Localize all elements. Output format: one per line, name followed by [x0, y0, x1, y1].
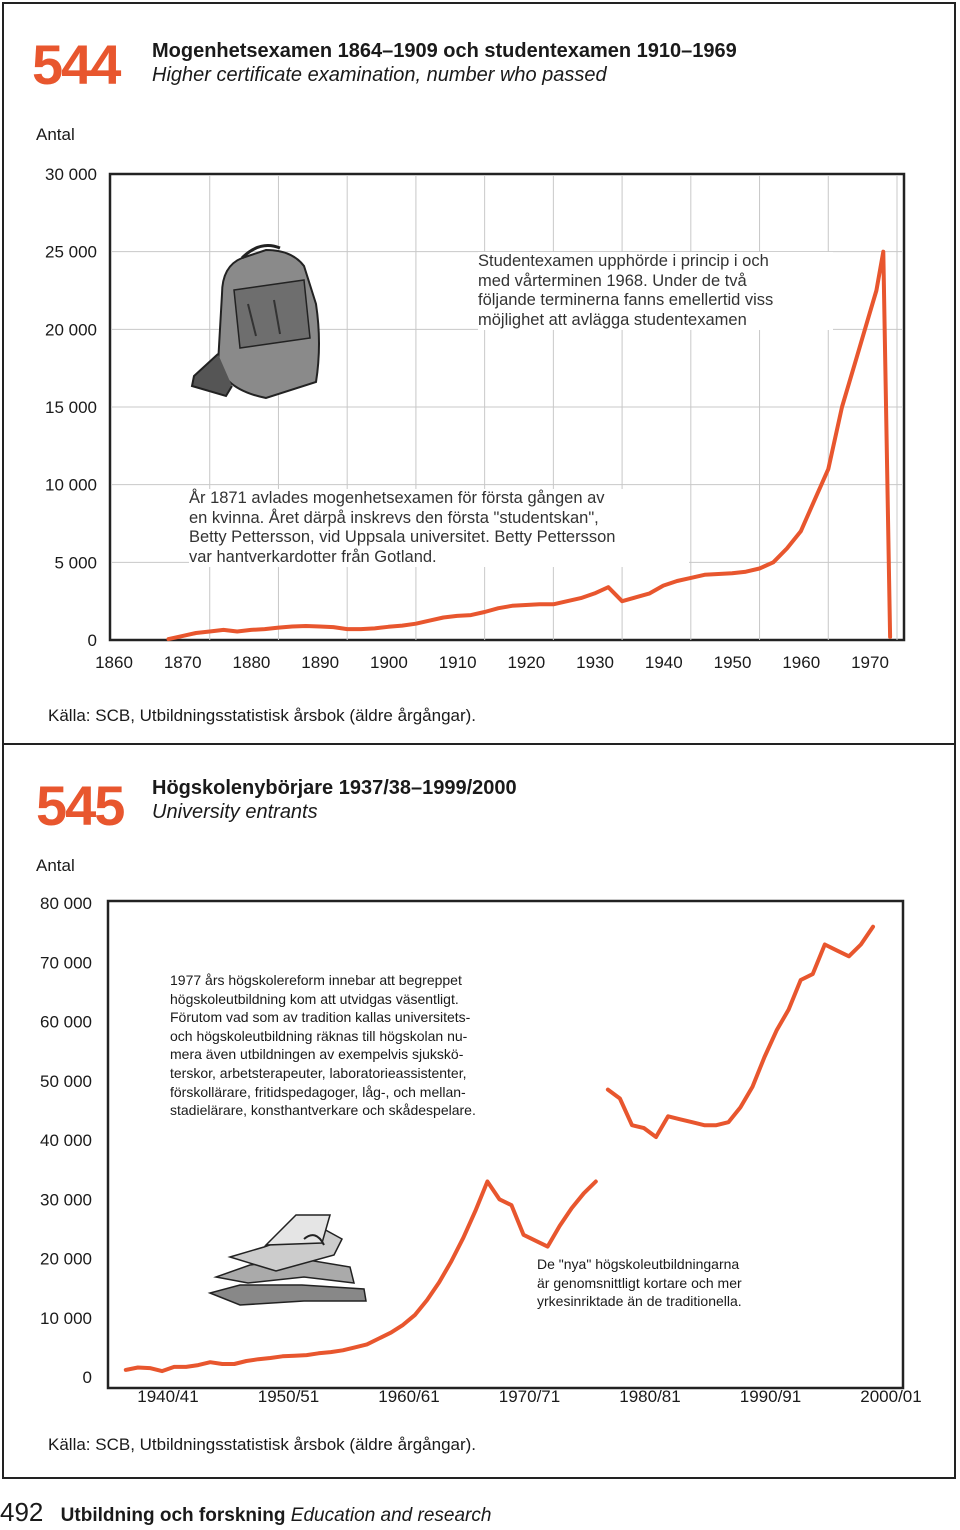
chart-title: Högskolenybörjare 1937/38–1999/2000 — [152, 777, 517, 799]
annotation-new-programmes: De "nya" högskoleutbildningarna är genom… — [537, 1255, 782, 1311]
y-tick-label: 20 000 — [45, 320, 97, 339]
series-line-1977-1999 — [605, 924, 875, 1139]
x-tick-label: 1860 — [95, 653, 133, 672]
y-tick-label: 15 000 — [45, 398, 97, 417]
page-number: 492 — [0, 1497, 44, 1527]
x-tick-label: 1960/61 — [378, 1387, 439, 1406]
y-tick-label: 0 — [88, 631, 97, 650]
section-title-en: Education and research — [290, 1505, 492, 1526]
y-tick-label: 30 000 — [45, 165, 97, 184]
x-ticks: 1940/41 1950/51 1960/61 1970/71 1980/81 1990/… — [137, 1387, 921, 1406]
y-tick-label: 25 000 — [45, 243, 97, 262]
x-tick-label: 1880 — [233, 653, 271, 672]
x-tick-label: 1950/51 — [258, 1387, 319, 1406]
page-footer: 492 Utbildning och forskning Education a… — [0, 1497, 491, 1528]
backpack-illustration — [190, 244, 320, 400]
y-tick-label: 40 000 — [40, 1131, 92, 1150]
chart-panel-544: 544 Mogenhetsexamen 1864–1909 och studen… — [2, 2, 956, 745]
y-tick-label: 0 — [83, 1368, 92, 1387]
y-ticks: 30 000 25 000 20 000 15 000 10 000 5 000 0 — [45, 165, 97, 650]
source-note: Källa: SCB, Utbildningsstatistisk årsbok… — [48, 706, 477, 725]
y-tick-label: 60 000 — [40, 1013, 92, 1032]
x-tick-label: 1980/81 — [619, 1387, 680, 1406]
x-tick-label: 1910 — [439, 653, 477, 672]
y-tick-label: 80 000 — [40, 894, 92, 913]
x-tick-label: 1920 — [507, 653, 545, 672]
x-tick-label: 1890 — [301, 653, 339, 672]
x-tick-label: 1970/71 — [499, 1387, 560, 1406]
books-illustration — [207, 1214, 367, 1306]
x-tick-label: 1900 — [370, 653, 408, 672]
x-tick-label: 1990/91 — [740, 1387, 801, 1406]
y-tick-label: 30 000 — [40, 1190, 92, 1209]
series-line — [166, 249, 893, 642]
line-chart-544: 30 000 25 000 20 000 15 000 10 000 5 000 0 186… — [45, 165, 906, 672]
annotation-studentexamen: Studentexamen upphörde i princip i och m… — [478, 252, 833, 330]
annotation-reform-1977: 1977 års högskolereform innebar att begr… — [170, 971, 538, 1120]
table-number: 545 — [36, 774, 125, 837]
y-tick-label: 70 000 — [40, 953, 92, 972]
x-tick-label: 1940/41 — [137, 1387, 198, 1406]
chart-subtitle: University entrants — [152, 801, 318, 823]
y-axis-label: Antal — [36, 125, 75, 144]
x-tick-label: 1950 — [714, 653, 752, 672]
y-tick-label: 10 000 — [40, 1309, 92, 1328]
chart-title: Mogenhetsexamen 1864–1909 och studentexa… — [152, 40, 737, 62]
chart-panel-545: 545 Högskolenybörjare 1937/38–1999/2000 … — [2, 743, 956, 1479]
x-tick-label: 1870 — [164, 653, 202, 672]
y-tick-label: 5 000 — [54, 553, 97, 572]
section-title-sv: Utbildning och forskning — [60, 1505, 286, 1526]
source-note: Källa: SCB, Utbildningsstatistisk årsbok… — [48, 1435, 477, 1454]
x-tick-label: 1940 — [645, 653, 683, 672]
y-tick-label: 10 000 — [45, 476, 97, 495]
x-ticks: 1860 1870 1880 1890 1900 1910 1920 1930 1940 1950… — [95, 653, 889, 672]
x-tick-label: 1930 — [576, 653, 614, 672]
y-ticks: 80 000 70 000 60 000 50 000 40 000 30 000 20 0… — [40, 894, 92, 1387]
x-tick-label: 1970 — [851, 653, 889, 672]
table-number: 544 — [32, 33, 121, 96]
series-line-1937-1976 — [123, 1179, 598, 1374]
y-tick-label: 50 000 — [40, 1072, 92, 1091]
x-tick-label: 1960 — [782, 653, 820, 672]
x-tick-label: 2000/01 — [860, 1387, 921, 1406]
chart-subtitle: Higher certificate examination, number w… — [152, 64, 607, 86]
annotation-first-woman: År 1871 avlades mogenhetsexamen för förs… — [189, 489, 689, 567]
y-axis-label: Antal — [36, 856, 75, 875]
y-tick-label: 20 000 — [40, 1250, 92, 1269]
